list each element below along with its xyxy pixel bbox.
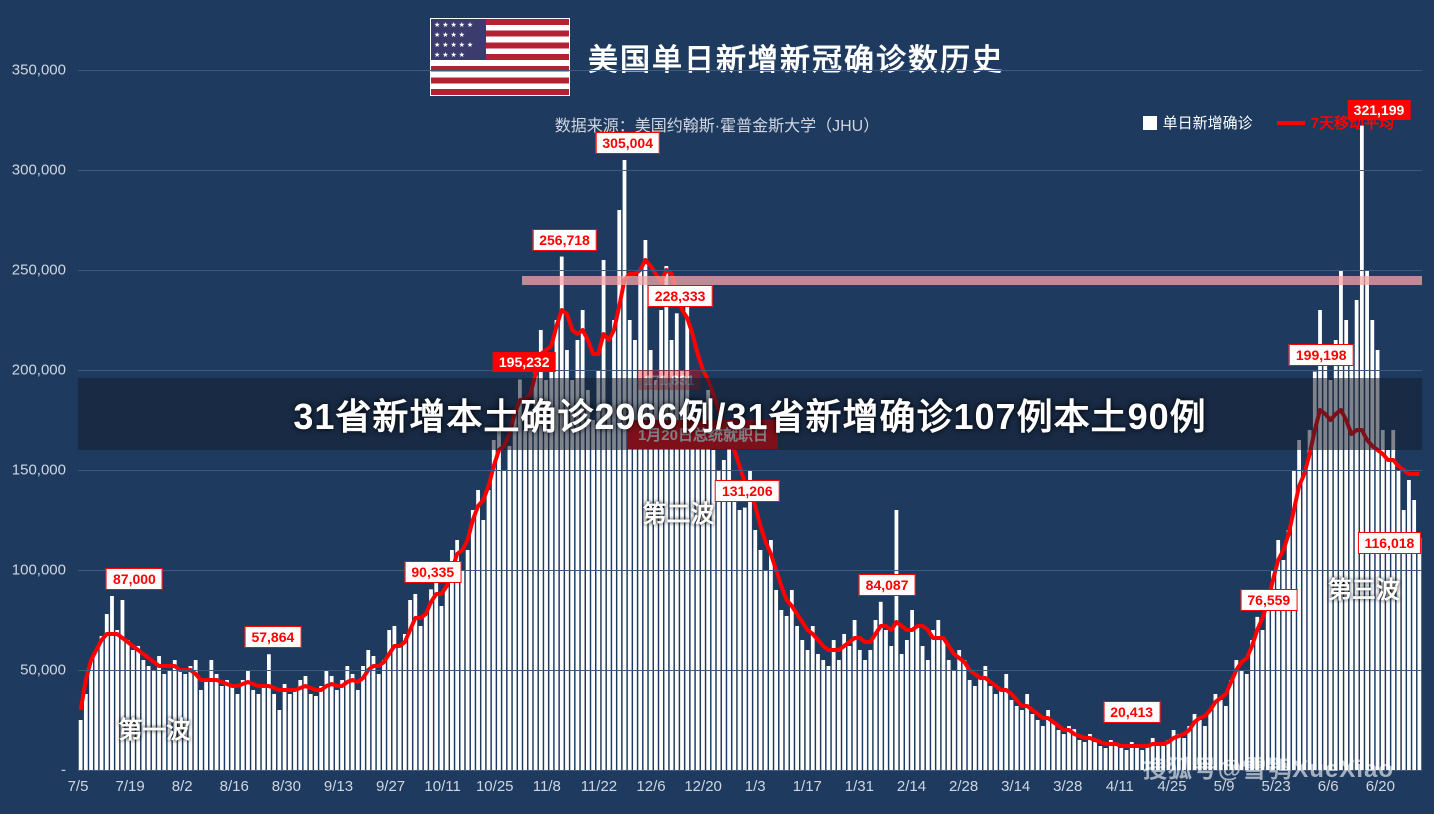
x-axis-label: 7/19 — [115, 778, 144, 795]
y-axis-label: - — [61, 762, 66, 779]
wave-label: 第三波 — [1328, 570, 1400, 605]
x-axis-label: 9/27 — [376, 778, 405, 795]
value-annotation: 90,335 — [404, 561, 461, 583]
x-axis-label: 7/5 — [68, 778, 89, 795]
x-axis-label: 3/28 — [1053, 778, 1082, 795]
y-axis-label: 50,000 — [20, 662, 66, 679]
x-axis-label: 1/3 — [745, 778, 766, 795]
watermark: 搜狐号@雪鸮XueXiao — [1143, 749, 1394, 784]
value-annotation: 228,333 — [648, 285, 713, 307]
x-axis-label: 9/13 — [324, 778, 353, 795]
value-annotation: 76,559 — [1240, 589, 1297, 611]
overlay-headline: 31省新增本土确诊2966例/31省新增确诊107例本土90例 — [78, 378, 1422, 450]
value-annotation: 131,206 — [715, 480, 780, 502]
plot-area: 87,000 57,864 90,335 195,232 256,718 305,004 2… — [78, 70, 1422, 770]
value-annotation: 20,413 — [1103, 701, 1160, 723]
wave-label: 第二波 — [642, 494, 714, 529]
x-axis-label: 2/28 — [949, 778, 978, 795]
reference-band — [522, 276, 1422, 285]
y-axis-label: 300,000 — [12, 162, 66, 179]
value-annotation: 256,718 — [532, 229, 597, 251]
y-axis-label: 100,000 — [12, 562, 66, 579]
x-axis-label: 3/14 — [1001, 778, 1030, 795]
x-axis-label: 1/17 — [793, 778, 822, 795]
x-axis-label: 10/25 — [476, 778, 514, 795]
gridline — [78, 170, 1422, 171]
y-axis-label: 350,000 — [12, 62, 66, 79]
gridline — [78, 70, 1422, 71]
y-axis: -50,000100,000150,000200,000250,000300,0… — [0, 70, 72, 770]
value-annotation: 321,199 — [1348, 100, 1411, 120]
x-axis-label: 11/8 — [533, 778, 561, 795]
wave-label: 第一波 — [118, 710, 190, 745]
x-axis-label: 2/14 — [897, 778, 926, 795]
x-axis-label: 8/2 — [172, 778, 193, 795]
value-annotation: 199,198 — [1289, 344, 1354, 366]
x-axis-label: 8/30 — [272, 778, 301, 795]
y-axis-label: 250,000 — [12, 262, 66, 279]
x-axis-label: 10/11 — [424, 778, 460, 795]
x-axis-label: 12/6 — [636, 778, 665, 795]
value-annotation: 195,232 — [493, 352, 556, 372]
value-annotation: 116,018 — [1357, 532, 1421, 554]
value-annotation: 57,864 — [244, 626, 301, 648]
gridline — [78, 470, 1422, 471]
x-axis-label: 1/31 — [845, 778, 874, 795]
y-axis-label: 200,000 — [12, 362, 66, 379]
value-annotation: 305,004 — [595, 132, 660, 154]
x-axis-label: 8/16 — [220, 778, 249, 795]
gridline — [78, 270, 1422, 271]
value-annotation: 84,087 — [859, 574, 916, 596]
chart-container: 美国单日新增新冠确诊数历史 数据来源：美国约翰斯·霍普金斯大学（JHU） 单日新… — [0, 0, 1434, 814]
x-axis-label: 12/20 — [684, 778, 722, 795]
gridline — [78, 570, 1422, 571]
x-axis-label: 4/11 — [1106, 778, 1134, 795]
gridline — [78, 670, 1422, 671]
y-axis-label: 150,000 — [12, 462, 66, 479]
gridline — [78, 370, 1422, 371]
x-axis-label: 11/22 — [581, 778, 617, 795]
value-annotation: 87,000 — [106, 568, 163, 590]
